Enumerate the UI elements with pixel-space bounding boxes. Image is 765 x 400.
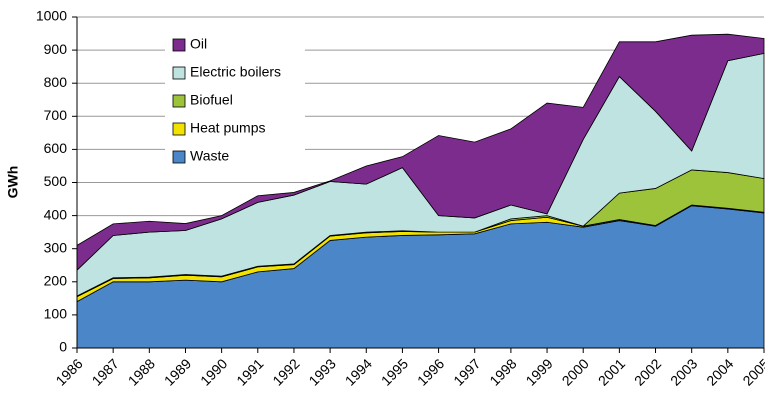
x-tick-label: 1986: [52, 355, 85, 388]
x-tick-label: 2002: [631, 355, 664, 388]
area: [76, 33, 765, 272]
legend-box: [165, 30, 305, 170]
x-tick-label: 2003: [667, 355, 700, 388]
x-tick-label: 1994: [342, 355, 375, 388]
legend-label: Oil: [190, 36, 207, 52]
y-tick-label: 400: [44, 206, 68, 222]
x-tick-label: 2005: [739, 355, 765, 388]
legend-label: Biofuel: [190, 92, 233, 108]
legend-swatch: [172, 94, 186, 108]
x-tick-label: 1999: [522, 355, 555, 388]
legend-swatch: [172, 66, 186, 80]
x-tick-label: 2000: [559, 355, 592, 388]
x-tick-label: 1998: [486, 355, 519, 388]
y-tick-label: 1000: [36, 8, 67, 24]
legend-swatch: [172, 150, 186, 164]
legend-swatch: [172, 38, 186, 52]
x-tick-label: 1995: [378, 355, 411, 388]
x-tick-label: 1992: [269, 355, 302, 388]
legend-label: Electric boilers: [190, 64, 281, 80]
y-tick-label: 800: [44, 74, 68, 90]
y-axis-label: GWh: [5, 166, 21, 199]
y-tick-label: 700: [44, 107, 68, 123]
y-tick-label: 500: [44, 173, 68, 189]
y-tick-label: 0: [59, 339, 67, 355]
x-tick-label: 1996: [414, 355, 447, 388]
y-tick-label: 600: [44, 140, 68, 156]
legend-label: Heat pumps: [190, 120, 265, 136]
x-tick-label: 1991: [233, 355, 266, 388]
x-tick-label: 2004: [703, 355, 736, 388]
x-tick-label: 1997: [450, 355, 483, 388]
legend-label: Waste: [190, 148, 229, 164]
x-tick-label: 1987: [89, 355, 122, 388]
x-tick-label: 2001: [595, 355, 628, 388]
x-tick-label: 1993: [306, 355, 339, 388]
x-tick-label: 1989: [161, 355, 194, 388]
x-tick-label: 1990: [197, 355, 230, 388]
legend-swatch: [172, 122, 186, 136]
x-tick-label: 1988: [125, 355, 158, 388]
y-tick-label: 300: [44, 239, 68, 255]
y-tick-label: 200: [44, 273, 68, 289]
y-tick-label: 100: [44, 306, 68, 322]
y-tick-label: 900: [44, 41, 68, 57]
